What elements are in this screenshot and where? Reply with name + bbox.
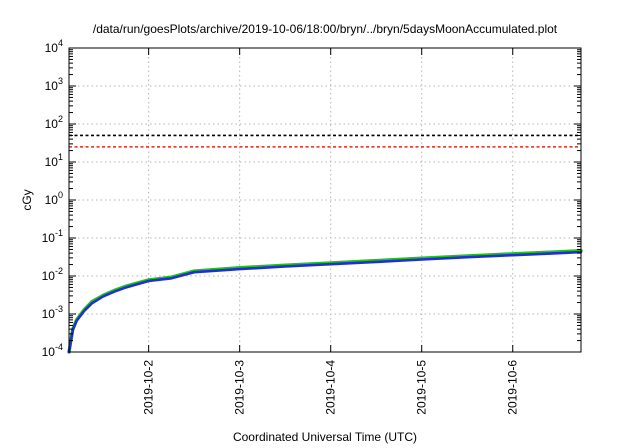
y-tick-label: 10-3 bbox=[42, 304, 63, 321]
x-tick-label: 2019-10-5 bbox=[415, 360, 429, 415]
series-line bbox=[67, 250, 583, 354]
chart-title: /data/run/goesPlots/archive/2019-10-06/1… bbox=[93, 22, 558, 36]
y-tick-label: 100 bbox=[45, 190, 63, 207]
x-tick-label: 2019-10-2 bbox=[142, 360, 156, 415]
y-tick-label: 104 bbox=[45, 38, 63, 55]
series-line bbox=[67, 249, 583, 354]
y-tick-label: 10-4 bbox=[42, 342, 63, 359]
x-axis-ticks: 2019-10-2 2019-10-3 2019-10-4 2019-10-5 2019… bbox=[142, 48, 520, 415]
y-tick-label: 102 bbox=[45, 114, 63, 131]
y-tick-label: 103 bbox=[45, 76, 63, 93]
series-lines bbox=[67, 249, 583, 354]
y-tick-label: 101 bbox=[45, 152, 63, 169]
y-axis-label: cGy bbox=[20, 189, 34, 210]
y-tick-label: 10-2 bbox=[42, 266, 63, 283]
y-tick-label: 10-1 bbox=[42, 228, 63, 245]
reference-lines bbox=[69, 134, 581, 148]
x-axis-label: Coordinated Universal Time (UTC) bbox=[233, 430, 417, 444]
x-tick-label: 2019-10-6 bbox=[506, 360, 520, 415]
x-tick-label: 2019-10-3 bbox=[233, 360, 247, 415]
grid-lines bbox=[69, 48, 581, 352]
y-axis-ticks: 10-4 10-3 10-2 10-1 100 101 102 103 104 bbox=[42, 38, 581, 359]
x-tick-label: 2019-10-4 bbox=[324, 360, 338, 415]
